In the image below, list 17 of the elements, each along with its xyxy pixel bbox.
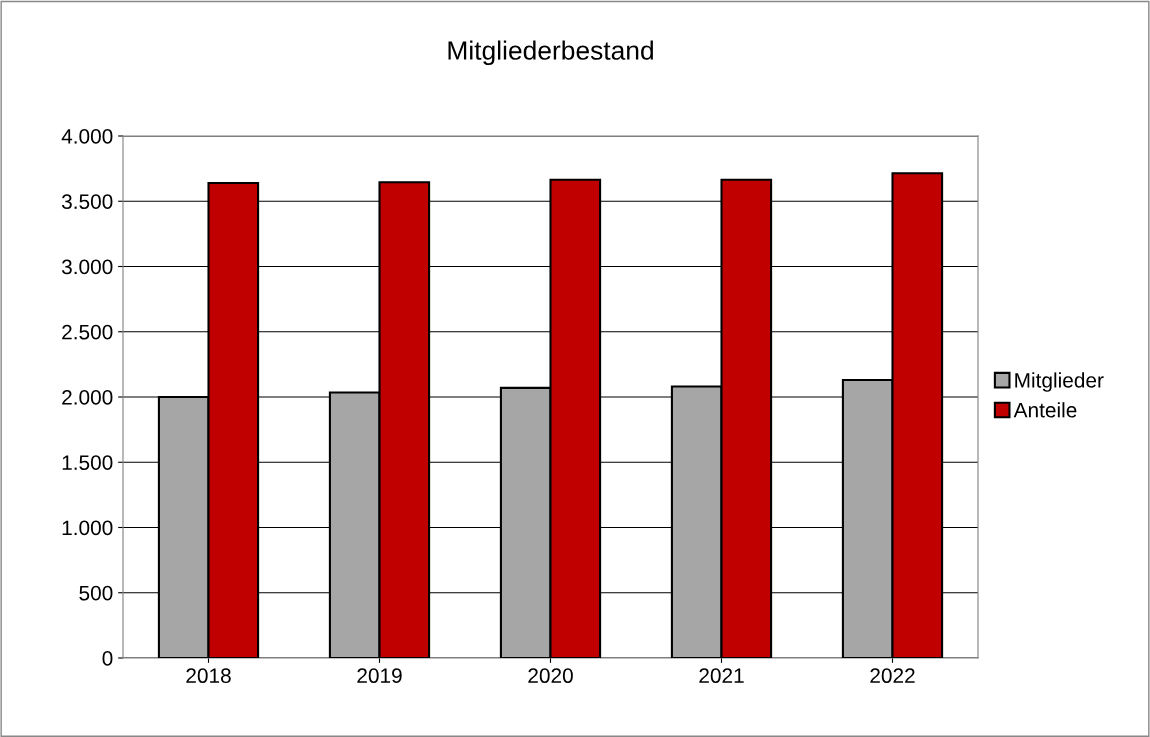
y-tick-label: 500	[79, 585, 113, 601]
x-tick-label: 2020	[528, 668, 573, 684]
y-tick-label: 3.000	[61, 259, 113, 275]
chart-title: Mitgliederbestand	[448, 40, 653, 66]
legend-label: Anteile	[1013, 402, 1077, 418]
x-tick-label: 2021	[699, 668, 744, 684]
x-tick-label: 2018	[186, 668, 231, 684]
x-tick-label: 2022	[870, 668, 915, 684]
y-tick-label: 0	[102, 651, 113, 666]
legend-label: Mitglieder	[1015, 372, 1104, 392]
y-tick-label: 4.000	[61, 129, 113, 144]
y-tick-label: 3.500	[61, 194, 113, 209]
y-tick-label: 2.000	[62, 390, 113, 405]
y-tick-label: 2.500	[62, 324, 113, 340]
x-tick-label: 2019	[357, 668, 402, 684]
y-tick-label: 1.000	[62, 520, 113, 536]
y-tick-label: 1.500	[62, 455, 113, 470]
